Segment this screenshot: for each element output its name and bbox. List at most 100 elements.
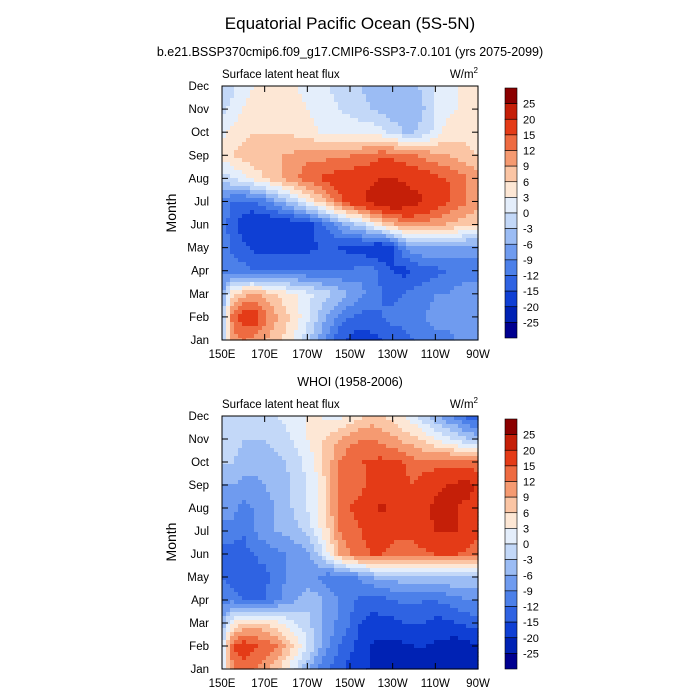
heatmap-cell <box>338 520 359 525</box>
heatmap-cell <box>330 664 347 669</box>
heatmap-cell <box>406 290 451 295</box>
heatmap-cell <box>286 580 323 585</box>
heatmap-cell <box>222 146 239 151</box>
heatmap-cell <box>362 620 403 625</box>
heatmap-cell <box>342 202 351 207</box>
x-tick-label: 130W <box>378 349 408 361</box>
heatmap-cell <box>222 596 243 601</box>
heatmap-cell <box>438 274 479 279</box>
heatmap-cell <box>222 206 231 211</box>
heatmap-cell <box>262 286 287 291</box>
heatmap-cell <box>342 206 355 211</box>
heatmap-cell <box>370 330 407 335</box>
heatmap-cell <box>338 540 347 545</box>
heatmap-cell <box>230 302 235 307</box>
heatmap-cell <box>338 508 351 513</box>
heatmap-cell <box>310 556 323 561</box>
heatmap-cell <box>354 648 371 653</box>
heatmap-cell <box>394 234 403 239</box>
heatmap-cell <box>310 306 323 311</box>
heatmap-cell <box>326 520 335 525</box>
colorbar-label: -3 <box>523 224 533 236</box>
heatmap-cell <box>430 138 479 143</box>
heatmap-cell <box>382 214 403 219</box>
heatmap-cell <box>410 476 419 481</box>
heatmap-cell <box>422 448 455 453</box>
heatmap-cell <box>290 190 303 195</box>
heatmap-cell <box>334 322 343 327</box>
heatmap-cell <box>330 480 339 485</box>
heatmap-cell <box>282 660 291 665</box>
heatmap-cell <box>434 298 479 303</box>
heatmap-cell <box>334 94 367 99</box>
heatmap-cell <box>314 122 375 127</box>
heatmap-cell <box>310 540 319 545</box>
heatmap-cell <box>234 294 247 299</box>
heatmap-cell <box>474 540 479 545</box>
heatmap-cell <box>322 604 339 609</box>
heatmap-cell <box>318 508 327 513</box>
heatmap-cell <box>290 492 307 497</box>
colorbar-label: 9 <box>523 161 529 173</box>
heatmap-cell <box>458 636 479 641</box>
panel-2-title: WHOI (1958-2006) <box>297 375 403 389</box>
heatmap-cell <box>414 130 431 135</box>
heatmap-cell <box>234 628 243 633</box>
heatmap-cell <box>382 294 403 299</box>
panel-1-left-label: Surface latent heat flux <box>222 69 340 81</box>
heatmap-cell <box>438 600 479 605</box>
heatmap-cell <box>290 488 307 493</box>
heatmap-cell <box>326 508 331 513</box>
heatmap-cell <box>250 246 319 251</box>
heatmap-cell <box>366 472 407 477</box>
heatmap-cell <box>434 294 479 299</box>
heatmap-cell <box>430 278 479 283</box>
heatmap-cell <box>242 106 307 111</box>
heatmap-cell <box>222 318 227 323</box>
heatmap-cell <box>382 456 415 461</box>
heatmap-cell <box>222 178 239 183</box>
heatmap-cell <box>234 302 243 307</box>
heatmap-cell <box>294 620 311 625</box>
heatmap-cell <box>374 424 399 429</box>
heatmap-cell <box>358 576 375 581</box>
heatmap-cell <box>294 440 311 445</box>
heatmap-cell <box>222 460 235 465</box>
heatmap-cell <box>222 472 291 477</box>
heatmap-cell <box>322 460 331 465</box>
heatmap-cell <box>338 484 367 489</box>
heatmap-cell <box>330 326 339 331</box>
heatmap-cell <box>334 524 339 529</box>
heatmap-cell <box>222 484 267 489</box>
heatmap-cell <box>458 170 479 175</box>
heatmap-cell <box>222 326 227 331</box>
heatmap-cell <box>330 460 339 465</box>
x-tick-label: 150E <box>209 678 236 690</box>
heatmap-cell <box>362 294 383 299</box>
heatmap-cell <box>230 306 239 311</box>
heatmap-cell <box>258 532 283 537</box>
heatmap-cell <box>238 452 279 457</box>
heatmap-cell <box>374 202 419 207</box>
x-tick-label: 90W <box>466 349 490 361</box>
heatmap-cell <box>222 330 227 335</box>
heatmap-cell <box>222 524 255 529</box>
heatmap-cell <box>222 608 231 613</box>
heatmap-cell <box>318 652 327 657</box>
heatmap-cell <box>310 218 323 223</box>
heatmap-cell <box>454 416 467 421</box>
heatmap-cell <box>274 648 283 653</box>
heatmap-cell <box>262 294 279 299</box>
heatmap-cell <box>334 234 363 239</box>
heatmap-cell <box>382 298 399 303</box>
heatmap-cell <box>222 262 247 267</box>
heatmap-cell <box>346 318 387 323</box>
heatmap-cell <box>310 612 323 617</box>
heatmap-cell <box>422 110 435 115</box>
heatmap-cell <box>358 440 379 445</box>
heatmap-cell <box>334 448 347 453</box>
heatmap-cell <box>378 150 387 155</box>
heatmap-cell <box>306 632 315 637</box>
heatmap-cell <box>278 548 307 553</box>
heatmap-cell <box>270 580 287 585</box>
